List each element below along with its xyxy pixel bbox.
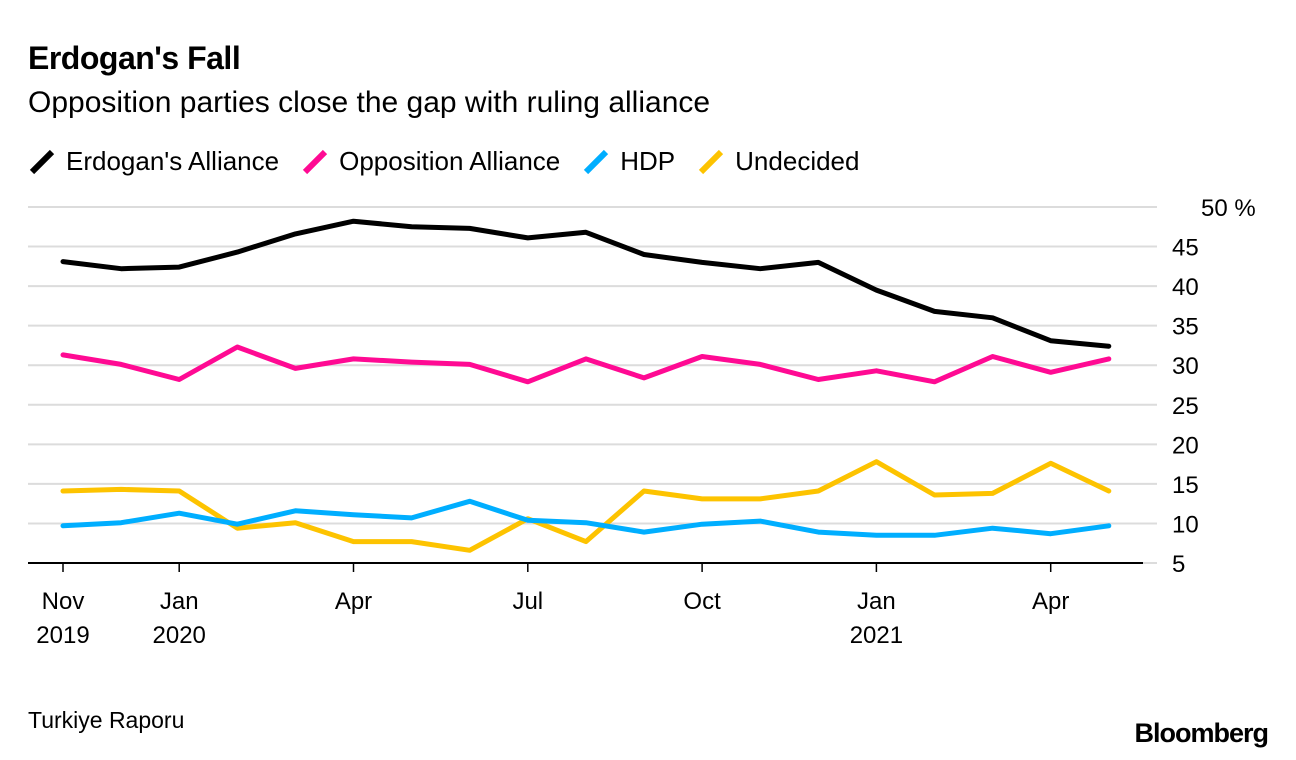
x-tick-label: Jul — [512, 588, 543, 615]
legend-item-hdp: HDP — [582, 146, 675, 177]
series-line-hdp — [60, 498, 1112, 538]
y-tick-label: 40 — [1172, 274, 1199, 301]
series-line-erdogan-s-alliance — [60, 218, 1112, 349]
y-tick-label: 50 % — [1201, 195, 1256, 222]
chart-subtitle: Opposition parties close the gap with ru… — [28, 86, 711, 119]
legend-swatch-icon — [302, 149, 328, 174]
legend: Erdogan's Alliance Opposition Alliance H… — [28, 146, 881, 177]
y-tick-label: 45 — [1172, 235, 1199, 262]
chart-title: Erdogan's Fall — [28, 40, 241, 76]
x-tick-label: Apr — [335, 588, 372, 615]
bloomberg-logo: Bloomberg — [1134, 718, 1269, 748]
legend-label: Opposition Alliance — [339, 146, 561, 176]
legend-label: Erdogan's Alliance — [66, 146, 280, 176]
legend-label: HDP — [620, 146, 676, 176]
x-tick-label: Oct — [683, 588, 721, 615]
x-tick-label: Jan — [857, 588, 896, 615]
x-tick-label-year: 2019 — [36, 622, 89, 649]
x-tick-label: Jan — [160, 588, 199, 615]
legend-label: Undecided — [735, 146, 860, 176]
legend-item-erdogans-alliance: Erdogan's Alliance — [28, 146, 279, 177]
y-tick-label: 20 — [1172, 432, 1199, 459]
legend-item-undecided: Undecided — [697, 146, 859, 177]
x-tick-label-year: 2020 — [153, 622, 206, 649]
source-note: Turkiye Raporu — [28, 707, 185, 733]
legend-item-opposition-alliance: Opposition Alliance — [301, 146, 560, 177]
y-tick-label: 10 — [1172, 511, 1199, 538]
x-tick-label-year: 2021 — [850, 622, 903, 649]
legend-swatch-icon — [29, 149, 55, 174]
x-tick-label: Nov — [42, 588, 85, 615]
y-tick-label: 15 — [1172, 472, 1199, 499]
y-tick-label: 35 — [1172, 314, 1199, 341]
legend-swatch-icon — [699, 149, 724, 174]
series-line-undecided — [60, 459, 1112, 553]
y-tick-label: 5 — [1172, 551, 1185, 578]
y-tick-label: 25 — [1172, 393, 1199, 420]
x-tick-label: Apr — [1032, 588, 1069, 615]
series-line-opposition-alliance — [60, 344, 1112, 385]
legend-swatch-icon — [584, 149, 609, 174]
y-tick-label: 30 — [1172, 353, 1199, 380]
